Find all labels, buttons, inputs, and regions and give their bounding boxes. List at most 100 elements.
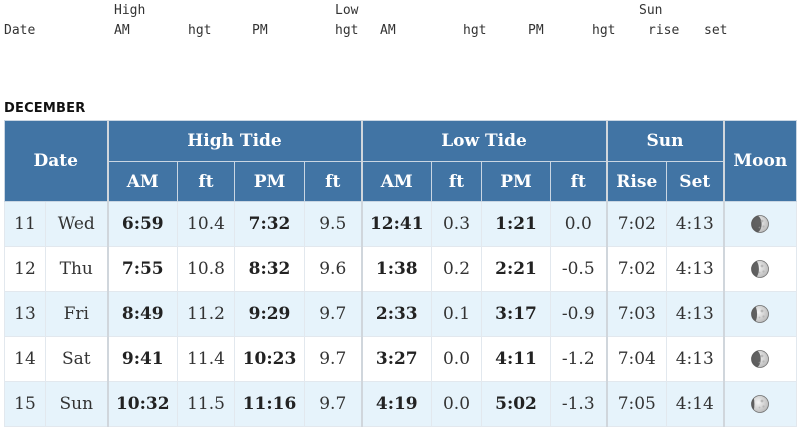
cell-weekday: Sat (45, 336, 108, 382)
cell-low-pm: 1:21 (481, 201, 551, 247)
cell-weekday: Wed (45, 201, 108, 247)
header-low-am-ft: ft (431, 161, 482, 202)
cell-moon (722, 201, 798, 247)
cell-sunrise: 7:03 (605, 291, 668, 337)
header-row-groups: Date High Tide Low Tide Sun Moon (4, 120, 798, 202)
legacy-high-pm: PM (252, 23, 268, 38)
cell-day: 14 (4, 336, 46, 382)
table-row: 12 Thu 7:55 10.8 8:32 9.6 1:38 0.2 2:21 -0.5 7:02 4… (4, 246, 798, 292)
cell-low-am-ft: 0.0 (431, 336, 482, 382)
cell-moon (722, 381, 798, 427)
table-row: 14 Sat 9:41 11.4 10:23 9.7 3:27 0.0 4:11 -1.2 7:04… (4, 336, 798, 382)
legacy-sun-set: set (704, 23, 728, 38)
cell-high-am: 9:41 (106, 336, 178, 382)
header-high-am: AM (106, 161, 178, 202)
header-sun-rise: Rise (605, 161, 668, 202)
cell-high-pm: 9:29 (234, 291, 305, 337)
header-low-pm-ft: ft (549, 161, 608, 202)
legacy-high-label: High (114, 3, 146, 18)
legacy-low-pm-hgt: hgt (592, 23, 616, 38)
full-moon-icon (751, 395, 770, 414)
cell-high-pm-ft: 9.7 (304, 381, 362, 427)
legacy-low-label: Low (335, 3, 359, 18)
header-moon: Moon (722, 120, 798, 202)
cell-high-am: 7:55 (106, 246, 178, 292)
cell-high-pm-ft: 9.6 (304, 246, 362, 292)
cell-low-pm-ft: -0.5 (549, 246, 608, 292)
legacy-low-am: AM (380, 23, 396, 38)
legacy-sun-rise: rise (648, 23, 680, 38)
cell-low-pm-ft: -1.2 (549, 336, 608, 382)
cell-low-am: 2:33 (360, 291, 432, 337)
cell-day: 11 (4, 201, 46, 247)
cell-high-pm: 8:32 (234, 246, 305, 292)
cell-low-am-ft: 0.2 (431, 246, 482, 292)
table-row: 13 Fri 8:49 11.2 9:29 9.7 2:33 0.1 3:17 -0.9 7:03 4… (4, 291, 798, 337)
header-date: Date (4, 120, 108, 202)
legacy-sun-label: Sun (639, 3, 663, 18)
legacy-high-am-hgt: hgt (188, 23, 212, 38)
cell-sunrise: 7:02 (605, 246, 668, 292)
cell-sunset: 4:13 (666, 291, 725, 337)
waning-gibbous-icon (751, 350, 770, 369)
cell-sunrise: 7:02 (605, 201, 668, 247)
header-sun: Sun (605, 120, 725, 162)
legacy-date-label: Date (4, 23, 36, 38)
waning-gibbous-icon (751, 305, 770, 324)
cell-low-am: 4:19 (360, 381, 432, 427)
tide-table-body: 11 Wed 6:59 10.4 7:32 9.5 12:41 0.3 1:21 0.0 7:02 4… (4, 201, 798, 427)
header-high-am-ft: ft (177, 161, 235, 202)
cell-high-am: 10:32 (106, 381, 178, 427)
legacy-high-am: AM (114, 23, 130, 38)
cell-low-am-ft: 0.0 (431, 381, 482, 427)
cell-low-am: 3:27 (360, 336, 432, 382)
header-high-pm: PM (234, 161, 305, 202)
cell-high-pm-ft: 9.7 (304, 291, 362, 337)
cell-high-am: 6:59 (106, 201, 178, 247)
month-heading: DECEMBER (4, 101, 86, 116)
cell-high-am: 8:49 (106, 291, 178, 337)
legacy-low-pm: PM (528, 23, 544, 38)
cell-low-am: 1:38 (360, 246, 432, 292)
header-low-am: AM (360, 161, 432, 202)
cell-high-pm: 7:32 (234, 201, 305, 247)
cell-weekday: Thu (45, 246, 108, 292)
tide-table: Date High Tide Low Tide Sun Moon AM ft P… (4, 120, 798, 427)
cell-low-am: 12:41 (360, 201, 432, 247)
cell-high-am-ft: 11.4 (177, 336, 235, 382)
cell-day: 13 (4, 291, 46, 337)
legacy-low-am-hgt: hgt (463, 23, 487, 38)
cell-sunset: 4:13 (666, 336, 725, 382)
cell-sunset: 4:13 (666, 201, 725, 247)
cell-moon (722, 291, 798, 337)
header-high-pm-ft: ft (304, 161, 362, 202)
cell-high-am-ft: 11.2 (177, 291, 235, 337)
cell-high-pm: 10:23 (234, 336, 305, 382)
cell-sunrise: 7:05 (605, 381, 668, 427)
cell-low-pm-ft: 0.0 (549, 201, 608, 247)
header-sun-set: Set (666, 161, 725, 202)
cell-sunset: 4:14 (666, 381, 725, 427)
header-low-pm: PM (481, 161, 551, 202)
header-low-tide: Low Tide (360, 120, 608, 162)
cell-low-am-ft: 0.1 (431, 291, 482, 337)
table-row: 11 Wed 6:59 10.4 7:32 9.5 12:41 0.3 1:21 0.0 7:02 4… (4, 201, 798, 247)
cell-sunset: 4:13 (666, 246, 725, 292)
cell-moon (722, 246, 798, 292)
cell-high-pm-ft: 9.7 (304, 336, 362, 382)
cell-low-am-ft: 0.3 (431, 201, 482, 247)
waning-gibbous-icon (751, 215, 770, 234)
cell-low-pm: 5:02 (481, 381, 551, 427)
cell-high-am-ft: 10.8 (177, 246, 235, 292)
legacy-high-pm-hgt: hgt (335, 23, 359, 38)
cell-sunrise: 7:04 (605, 336, 668, 382)
header-high-tide: High Tide (106, 120, 362, 162)
cell-low-pm: 3:17 (481, 291, 551, 337)
waning-gibbous-icon (751, 260, 770, 279)
table-row: 15 Sun 10:32 11.5 11:16 9.7 4:19 0.0 5:02 -1.3 7:0… (4, 381, 798, 427)
cell-low-pm-ft: -1.3 (549, 381, 608, 427)
cell-low-pm: 4:11 (481, 336, 551, 382)
cell-day: 15 (4, 381, 46, 427)
cell-high-am-ft: 10.4 (177, 201, 235, 247)
cell-high-pm: 11:16 (234, 381, 305, 427)
